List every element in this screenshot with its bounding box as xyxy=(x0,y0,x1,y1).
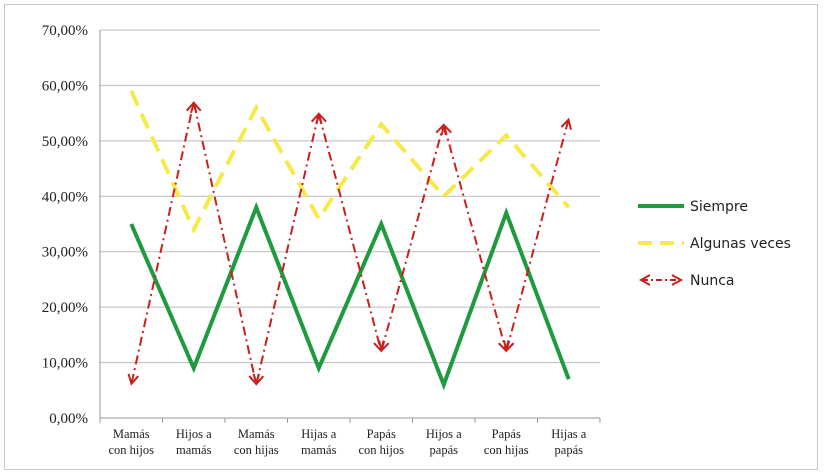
legend-label: Nunca xyxy=(690,273,735,289)
legend-label: Siempre xyxy=(690,199,748,215)
y-tick-label: 70,00% xyxy=(42,23,88,39)
y-tick-label: 20,00% xyxy=(42,300,88,316)
y-tick-label: 40,00% xyxy=(42,189,88,205)
series-segment-nunca xyxy=(257,115,319,383)
axes: 0,00% 10,00% 20,00% 30,00% 40,00% 50,00% 60,00… xyxy=(42,23,601,457)
series-lines xyxy=(131,90,569,391)
x-tick-label: Hijas a mamás xyxy=(301,427,337,457)
x-tick-label: Papás con hijas xyxy=(484,427,529,457)
series-segment-nunca xyxy=(382,126,443,349)
y-tick-label: 30,00% xyxy=(42,245,88,261)
series-segment-nunca xyxy=(319,115,380,349)
x-tick-label: Hijos a papás xyxy=(426,427,462,457)
legend-label: Algunas veces xyxy=(690,236,791,252)
y-tick-label: 10,00% xyxy=(42,356,88,372)
x-tick-label: Papás con hijos xyxy=(359,427,405,457)
gridlines xyxy=(100,29,600,364)
series-segment-nunca xyxy=(507,121,568,350)
y-tick-label: 0,00% xyxy=(49,411,88,427)
x-tick-label: Hijas a papás xyxy=(551,427,587,457)
x-tick-label: Mamás con hijas xyxy=(234,427,279,457)
x-tick-label: Hijos a mamás xyxy=(176,427,212,457)
y-tick-label: 50,00% xyxy=(42,134,88,150)
series-segment-nunca xyxy=(444,126,505,349)
y-tick-label: 60,00% xyxy=(42,78,88,94)
x-tick-label: Mamás con hijos xyxy=(109,427,155,457)
legend: Siempre Algunas veces Nunca xyxy=(638,199,791,289)
